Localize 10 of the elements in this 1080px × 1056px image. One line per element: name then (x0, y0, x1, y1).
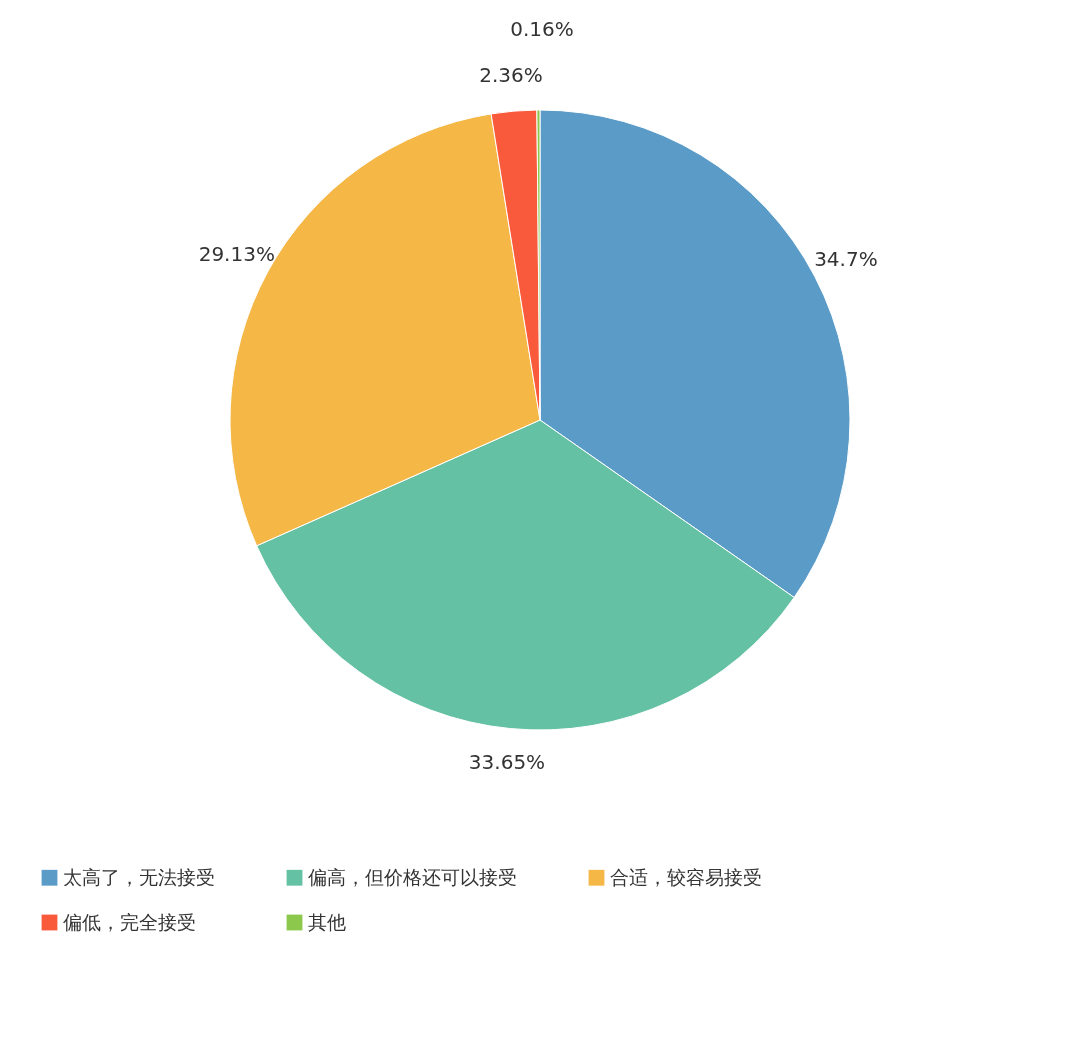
data-label: 29.13% (198, 242, 275, 267)
legend-label: 其他 (308, 910, 346, 933)
data-label: 34.7% (814, 247, 878, 272)
legend-label: 合适，较容易接受 (610, 865, 762, 888)
legend-label: 太高了，无法接受 (63, 865, 215, 888)
legend-label: 偏高，但价格还可以接受 (308, 865, 517, 888)
data-label: 2.36% (479, 63, 543, 88)
data-label: 33.65% (468, 750, 546, 775)
legend-label: 偏低，完全接受 (63, 910, 196, 933)
data-label: 0.16% (510, 17, 574, 41)
